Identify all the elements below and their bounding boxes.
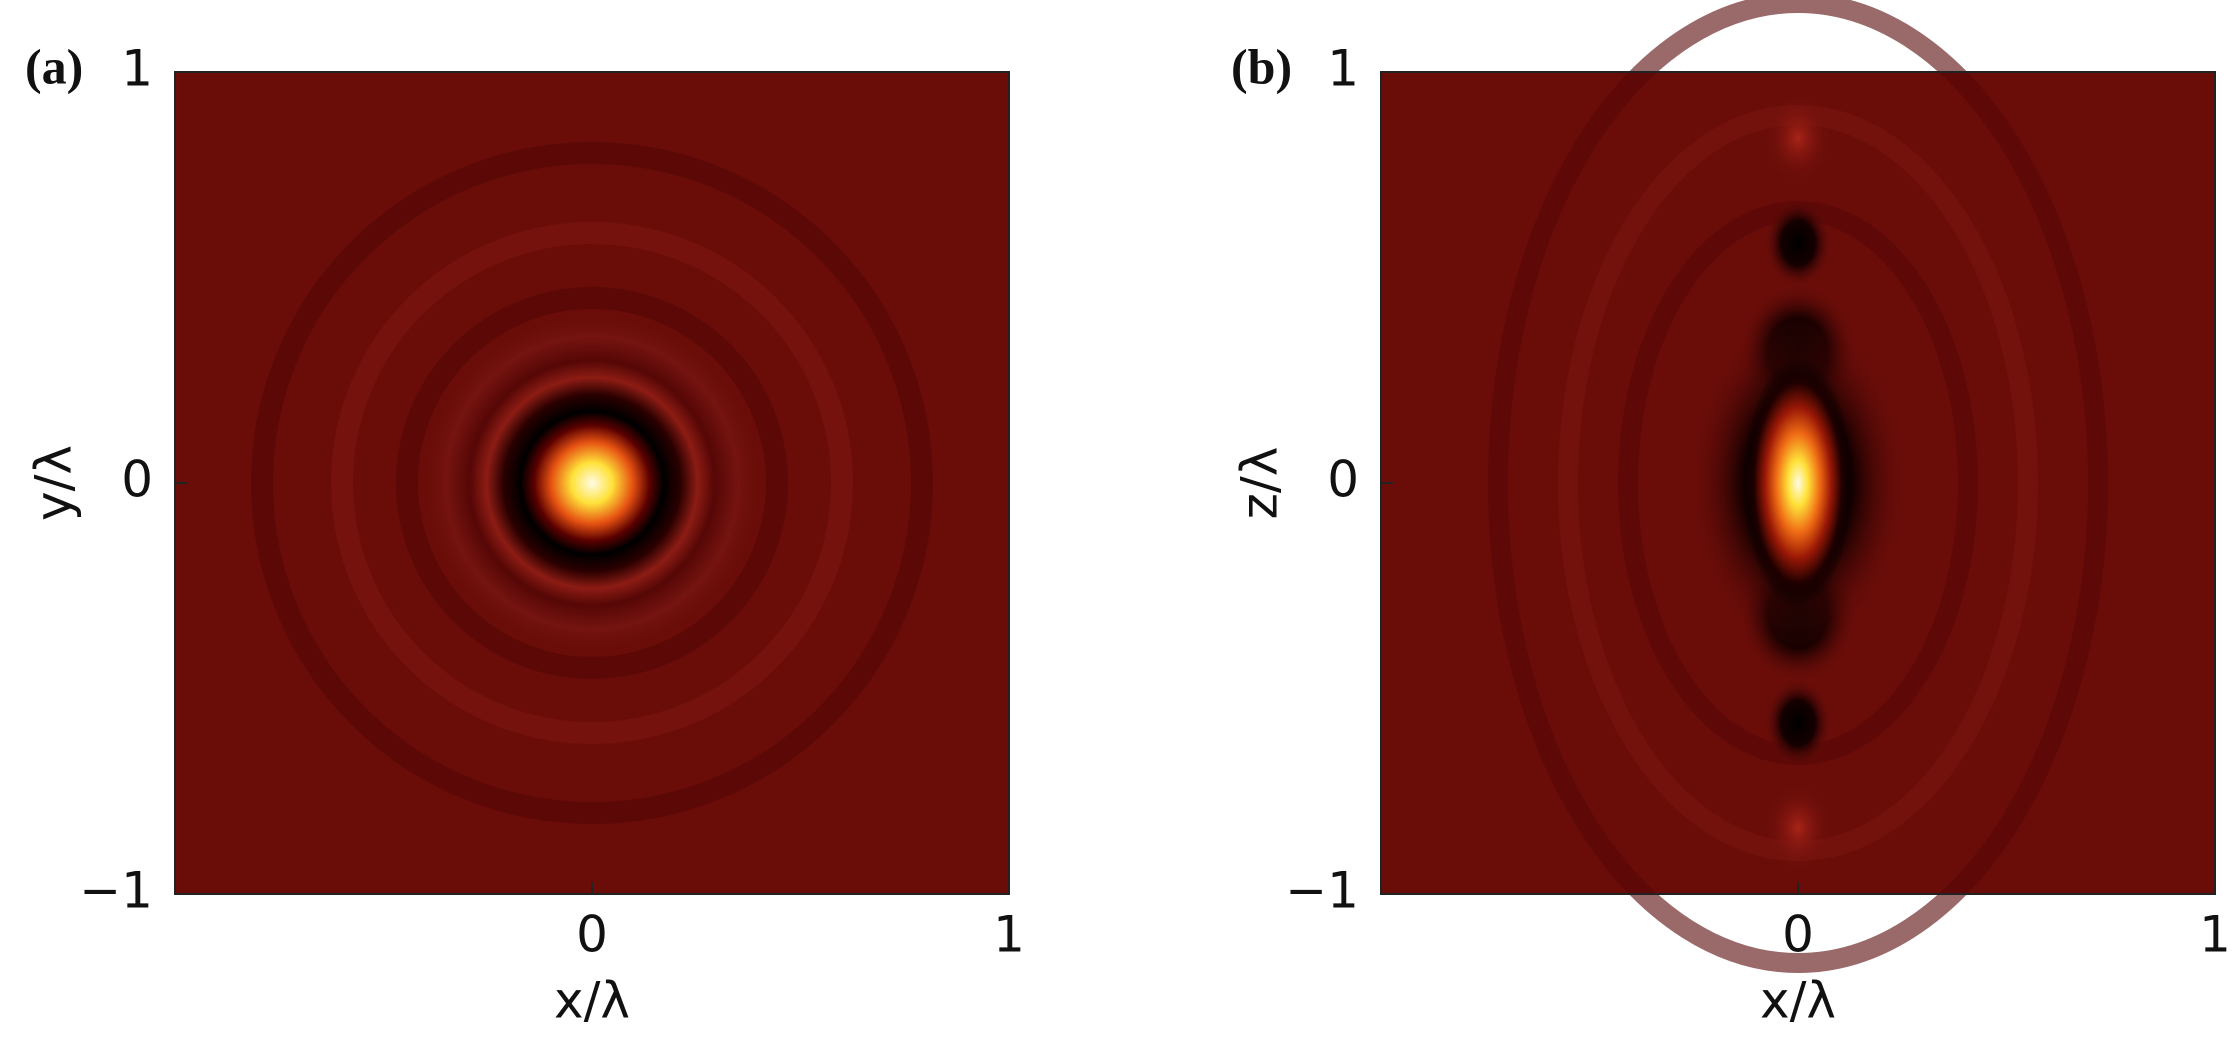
y-axis-label: y/λ [25,445,83,521]
side-lobe [1764,783,1832,873]
side-lobe [1764,198,1832,288]
focal-spot [422,313,762,653]
y-tick-label: 0 [121,451,153,509]
ring [251,142,933,824]
focal-spot [1743,358,1853,608]
x-axis-label: x/λ [554,972,630,1030]
panel-label: (a) [25,38,83,94]
x-tick-label: 0 [1782,906,1814,964]
x-tick-label: 0 [576,906,608,964]
y-tick-label: 0 [1327,451,1359,509]
heatmap-image [1381,0,2215,973]
y-tick-label: 1 [1327,40,1359,98]
y-tick-label: −1 [79,862,153,920]
side-lobe [1764,678,1832,768]
ring [396,287,788,679]
panel-label: (b) [1231,38,1292,94]
x-tick-label: 1 [993,906,1025,964]
ring [331,222,853,744]
heatmap-image [175,72,1009,894]
side-lobe [1764,93,1832,183]
ring [1488,0,2108,973]
y-tick-label: 1 [121,40,153,98]
x-axis-label: x/λ [1760,972,1836,1030]
x-tick-label: 1 [2199,906,2231,964]
y-axis-label: z/λ [1231,447,1289,520]
y-tick-label: −1 [1285,862,1359,920]
